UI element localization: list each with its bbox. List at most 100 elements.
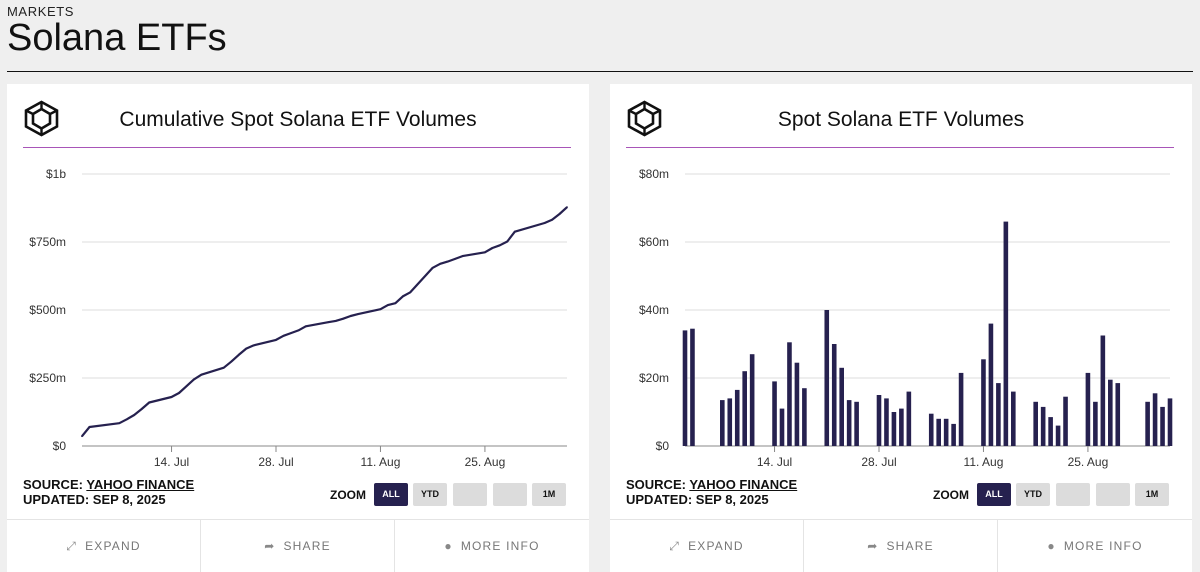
zoom-label: ZOOM	[933, 488, 969, 502]
zoom-all-button[interactable]: ALL	[374, 483, 408, 506]
more-info-label: MORE INFO	[1063, 539, 1143, 553]
line-point	[297, 329, 300, 332]
line-point	[513, 230, 516, 233]
volume-bar	[831, 344, 837, 446]
y-tick-label: $0	[656, 439, 670, 453]
volume-bar	[682, 330, 688, 446]
line-point	[461, 255, 464, 258]
line-point	[387, 304, 389, 307]
volume-bar	[1040, 406, 1046, 446]
expand-button[interactable]: ⤢ EXPAND	[7, 520, 200, 572]
volume-bar	[846, 400, 852, 446]
expand-button[interactable]: ⤢ EXPAND	[610, 520, 803, 572]
line-point	[543, 222, 546, 224]
zoom-blank-button-1[interactable]	[453, 483, 487, 506]
volume-bar	[1167, 398, 1173, 446]
volume-bar	[794, 362, 800, 446]
zoom-ytd-button[interactable]: YTD	[413, 483, 447, 506]
volume-bar	[1093, 401, 1098, 446]
line-point	[237, 353, 240, 356]
share-arrow-icon: ➦	[264, 539, 276, 553]
expand-arrows-icon: ⤢	[669, 539, 681, 553]
share-label: SHARE	[886, 539, 934, 553]
zoom-all-button[interactable]: ALL	[977, 483, 1011, 506]
line-point	[431, 266, 434, 269]
volume-bar	[996, 383, 1001, 446]
volume-bar	[899, 408, 904, 446]
source-block: SOURCE: YAHOO FINANCE UPDATED: SEP 8, 20…	[23, 477, 194, 507]
x-tick-label: 28. Jul	[258, 455, 293, 469]
line-point	[491, 247, 494, 249]
share-button[interactable]: ➦ SHARE	[803, 520, 997, 572]
volume-bar	[1003, 221, 1009, 446]
line-point	[178, 392, 180, 394]
volume-bar	[943, 418, 949, 446]
x-tick-label: 11. Aug	[361, 455, 401, 469]
more-info-button[interactable]: ● MORE INFO	[997, 520, 1192, 572]
line-point	[558, 213, 561, 215]
line-point	[349, 315, 352, 317]
zoom-1m-button[interactable]: 1M	[1135, 483, 1169, 506]
line-point	[81, 435, 83, 438]
section-kicker: MARKETS	[7, 4, 75, 19]
volume-bar	[854, 401, 859, 446]
volume-bar	[884, 398, 889, 446]
source-label: SOURCE:	[23, 477, 83, 492]
line-point	[551, 218, 553, 221]
title-rule	[626, 147, 1174, 148]
volume-bar	[1011, 391, 1016, 446]
volume-bar	[727, 398, 733, 446]
line-point	[304, 325, 307, 328]
x-tick-label: 11. Aug	[964, 455, 1004, 469]
zoom-blank-button-2[interactable]	[1096, 483, 1130, 506]
line-point	[245, 347, 248, 350]
share-button[interactable]: ➦ SHARE	[200, 520, 394, 572]
zoom-1m-button[interactable]: 1M	[532, 483, 566, 506]
expand-label: EXPAND	[688, 539, 744, 553]
volume-bar	[772, 381, 777, 446]
x-tick-label: 14. Jul	[154, 455, 189, 469]
volume-bar	[951, 423, 956, 446]
expand-arrows-icon: ⤢	[66, 539, 78, 553]
more-info-button[interactable]: ● MORE INFO	[394, 520, 589, 572]
volume-bar	[1152, 393, 1158, 446]
line-point	[222, 366, 225, 369]
volume-bar	[891, 412, 897, 446]
volume-bar	[720, 400, 725, 446]
line-point	[133, 414, 136, 416]
volume-bar	[690, 328, 695, 446]
volume-bar	[958, 372, 964, 446]
expand-label: EXPAND	[85, 539, 141, 553]
volume-bar	[928, 413, 934, 446]
cube-logo-icon	[24, 100, 59, 137]
volume-bar	[876, 395, 882, 446]
cumulative-volume-line	[81, 206, 568, 437]
source-block: SOURCE: YAHOO FINANCE UPDATED: SEP 8, 20…	[626, 477, 797, 507]
line-point	[327, 321, 330, 324]
zoom-blank-button-1[interactable]	[1056, 483, 1090, 506]
line-point	[252, 344, 255, 347]
line-point	[394, 302, 397, 305]
source-link[interactable]: YAHOO FINANCE	[86, 477, 195, 492]
zoom-blank-button-2[interactable]	[493, 483, 527, 506]
updated-date: UPDATED: SEP 8, 2025	[23, 492, 166, 507]
cumulative-volumes-card: Cumulative Spot Solana ETF Volumes $0 $25…	[7, 84, 589, 572]
daily-volumes-card: Spot Solana ETF Volumes $0 $20m $40m $60m $8…	[610, 84, 1192, 572]
zoom-ytd-button[interactable]: YTD	[1016, 483, 1050, 506]
source-label: SOURCE:	[626, 477, 686, 492]
cube-logo-icon	[627, 100, 662, 137]
y-tick-label: $500m	[29, 303, 66, 317]
line-point	[498, 244, 501, 247]
y-tick-label: $250m	[29, 371, 66, 385]
share-arrow-icon: ➦	[867, 539, 879, 553]
line-point	[170, 396, 173, 398]
x-tick-label: 25. Aug	[465, 455, 506, 469]
line-point	[118, 422, 121, 425]
volume-bar	[1033, 401, 1038, 446]
volume-bar	[749, 354, 755, 446]
line-point	[88, 426, 91, 428]
source-link[interactable]: YAHOO FINANCE	[689, 477, 798, 492]
line-point	[446, 260, 449, 263]
volume-bar	[839, 367, 844, 446]
line-point	[357, 313, 359, 315]
